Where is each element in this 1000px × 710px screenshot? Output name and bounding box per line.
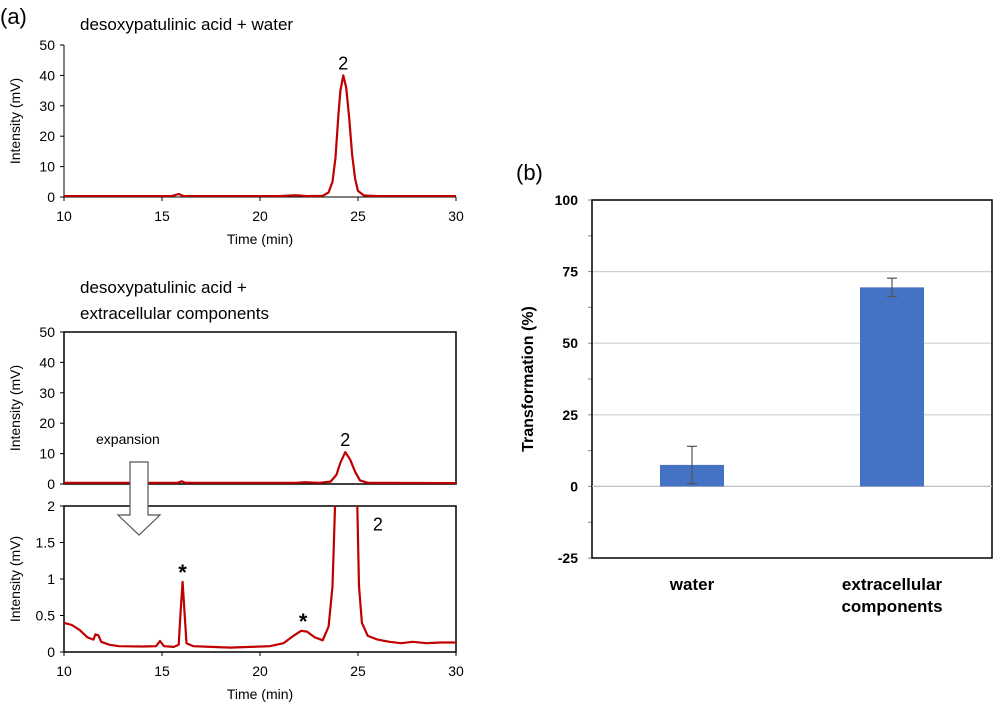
chart-expansion-chromatogram: 0 0.5 1 1.5 2 10 15 20 25 30 Time (min) Intensity (… xyxy=(7,498,464,702)
x-tick-label: 15 xyxy=(154,663,170,679)
category-label: components xyxy=(841,597,942,616)
chart-extracellular-title-line2: extracellular components xyxy=(80,304,269,323)
y-tick-label: 0 xyxy=(570,478,578,494)
plot-frame xyxy=(591,199,993,559)
y-tick-label: 75 xyxy=(562,264,578,280)
y-tick-label: 1 xyxy=(47,571,55,587)
chart-transformation-bars: -25 0 25 50 75 100 water extracellular component… xyxy=(520,192,993,616)
expansion-arrow: expansion xyxy=(96,431,162,536)
y-tick-label: 30 xyxy=(39,385,55,401)
x-tick-label: 15 xyxy=(154,208,170,224)
plot-frame xyxy=(63,505,457,653)
x-tick-label: 30 xyxy=(448,663,464,679)
chart-extracellular-title-line1: desoxypatulinic acid + xyxy=(80,278,247,297)
y-tick-label: 10 xyxy=(39,446,55,462)
chart-water-chromatogram: desoxypatulinic acid + water 01020304050… xyxy=(7,15,464,247)
y-axis-label: Intensity (mV) xyxy=(7,365,23,451)
expansion-arrow-shape xyxy=(116,461,162,536)
category-label: extracellular xyxy=(842,575,943,594)
y-axis-label: Transformation (%) xyxy=(520,306,537,452)
chart-extracellular-chromatogram: desoxypatulinic acid + extracellular com… xyxy=(7,278,457,492)
y-tick-label: 50 xyxy=(562,335,578,351)
x-tick-label: 20 xyxy=(252,208,268,224)
x-tick-label: 30 xyxy=(448,208,464,224)
panel-label-a: (a) xyxy=(0,4,27,29)
y-axis-label: Intensity (mV) xyxy=(7,78,23,164)
y-tick-label: 1.5 xyxy=(36,535,56,551)
y-tick-label: 0.5 xyxy=(36,608,56,624)
y-tick-label: 0 xyxy=(47,476,55,492)
chromatogram-trace xyxy=(64,451,456,484)
peak-asterisk: * xyxy=(178,560,187,585)
chromatogram-trace xyxy=(64,506,456,649)
x-tick-label: 20 xyxy=(252,663,268,679)
x-tick-label: 10 xyxy=(56,663,72,679)
y-tick-label: 0 xyxy=(47,189,55,205)
y-tick-label: 50 xyxy=(39,324,55,340)
y-tick-label: 0 xyxy=(47,644,55,660)
y-tick-label: 100 xyxy=(555,192,579,208)
peak-asterisk: * xyxy=(299,609,308,634)
y-tick-label: 30 xyxy=(39,98,55,114)
y-tick-label: 20 xyxy=(39,128,55,144)
expansion-label: expansion xyxy=(96,431,160,447)
x-axis-label: Time (min) xyxy=(227,686,293,702)
y-tick-label: -25 xyxy=(558,550,578,566)
chart-water-title: desoxypatulinic acid + water xyxy=(80,15,293,34)
x-tick-label: 25 xyxy=(350,663,366,679)
y-tick-label: 10 xyxy=(39,159,55,175)
y-axis-label: Intensity (mV) xyxy=(7,536,23,622)
x-axis-label: Time (min) xyxy=(227,231,293,247)
chromatogram-trace xyxy=(64,74,456,197)
y-tick-label: 20 xyxy=(39,415,55,431)
category-label: water xyxy=(669,575,715,594)
y-tick-label: 2 xyxy=(47,498,55,514)
peak-label: 2 xyxy=(373,514,383,534)
x-tick-label: 25 xyxy=(350,208,366,224)
y-tick-label: 40 xyxy=(39,354,55,370)
plot-frame xyxy=(63,331,457,485)
peak-label: 2 xyxy=(338,53,348,73)
peak-label: 2 xyxy=(340,430,350,450)
x-tick-label: 10 xyxy=(56,208,72,224)
bar xyxy=(860,287,924,487)
y-tick-label: 40 xyxy=(39,67,55,83)
y-tick-label: 25 xyxy=(562,407,578,423)
panel-label-b: (b) xyxy=(516,160,543,185)
y-tick-label: 50 xyxy=(39,37,55,53)
